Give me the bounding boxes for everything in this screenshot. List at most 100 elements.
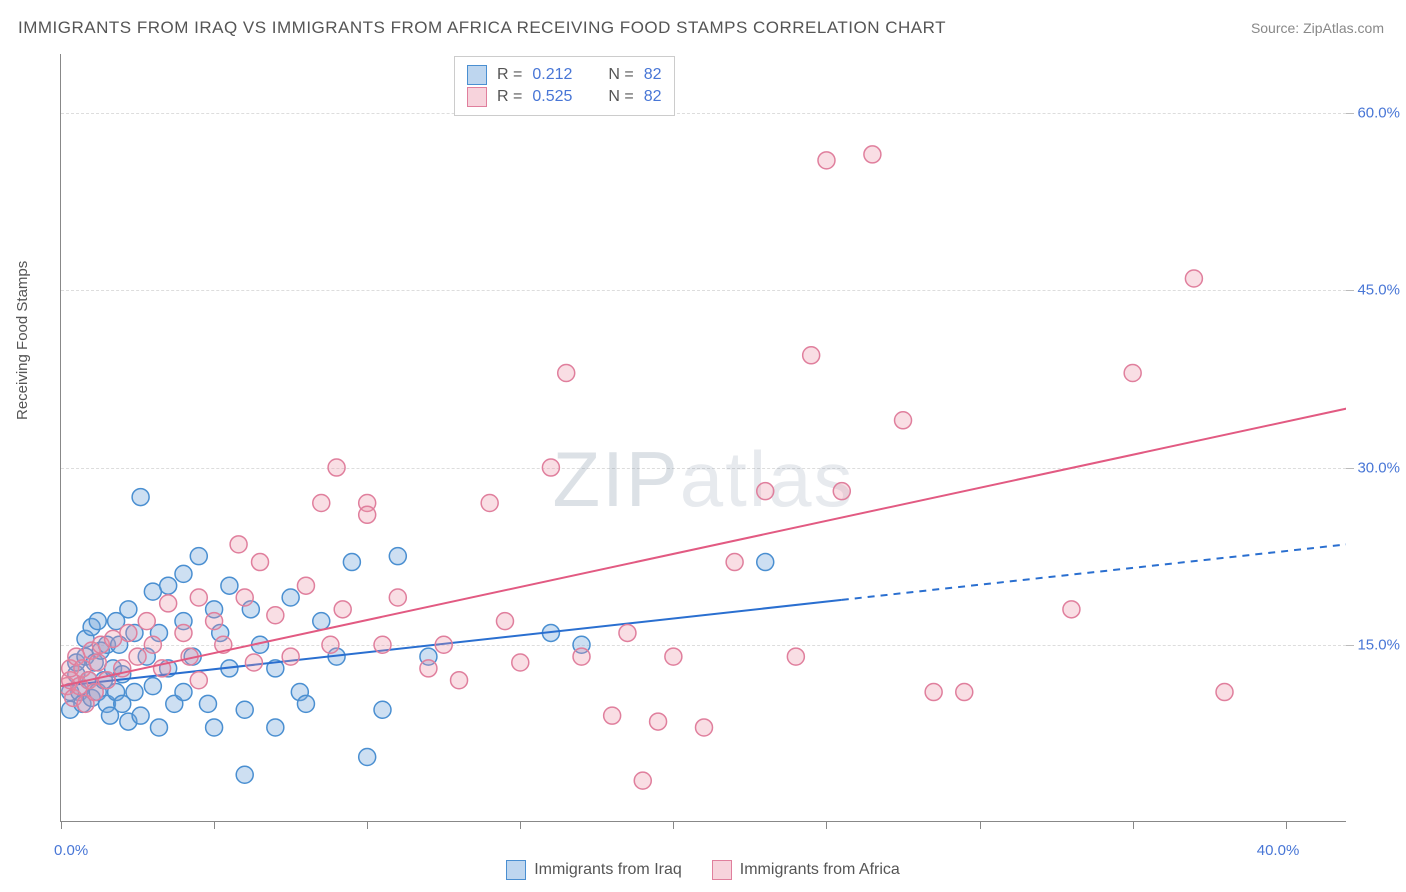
plot-area: ZIPatlas — [60, 54, 1346, 822]
data-point — [175, 565, 192, 582]
data-point — [297, 577, 314, 594]
regression-line — [61, 408, 1346, 686]
data-point — [634, 772, 651, 789]
data-point — [726, 554, 743, 571]
data-point — [1124, 365, 1141, 382]
data-point — [236, 701, 253, 718]
legend-row-pink: R = 0.525 N = 82 — [467, 87, 662, 107]
r-value-blue: 0.212 — [532, 66, 572, 84]
source-link[interactable]: ZipAtlas.com — [1303, 20, 1384, 36]
data-point — [374, 636, 391, 653]
x-tick-label: 40.0% — [1257, 842, 1300, 859]
data-point — [206, 613, 223, 630]
data-point — [864, 146, 881, 163]
data-point — [956, 684, 973, 701]
data-point — [334, 601, 351, 618]
legend-row-blue: R = 0.212 N = 82 — [467, 65, 662, 85]
data-point — [236, 589, 253, 606]
swatch-pink-icon — [712, 860, 732, 880]
swatch-blue-icon — [506, 860, 526, 880]
y-tick-label: 15.0% — [1357, 636, 1400, 653]
data-point — [138, 613, 155, 630]
data-point — [175, 684, 192, 701]
data-point — [389, 548, 406, 565]
data-point — [833, 483, 850, 500]
data-point — [267, 719, 284, 736]
data-point — [160, 577, 177, 594]
data-point — [144, 583, 161, 600]
data-point — [282, 589, 299, 606]
data-point — [282, 648, 299, 665]
data-point — [132, 489, 149, 506]
data-point — [343, 554, 360, 571]
data-point — [230, 536, 247, 553]
y-axis-label: Receiving Food Stamps — [14, 261, 31, 420]
data-point — [190, 548, 207, 565]
data-point — [132, 707, 149, 724]
r-value-pink: 0.525 — [532, 88, 572, 106]
n-label: N = — [608, 66, 633, 84]
legend-correlation-box: R = 0.212 N = 82 R = 0.525 N = 82 — [454, 56, 675, 116]
data-point — [150, 719, 167, 736]
data-point — [126, 684, 143, 701]
chart-title: IMMIGRANTS FROM IRAQ VS IMMIGRANTS FROM … — [18, 18, 946, 38]
n-value-blue: 82 — [644, 66, 662, 84]
data-point — [199, 695, 216, 712]
data-point — [359, 506, 376, 523]
data-point — [604, 707, 621, 724]
data-point — [542, 459, 559, 476]
data-point — [120, 601, 137, 618]
data-point — [1216, 684, 1233, 701]
y-tick-label: 60.0% — [1357, 105, 1400, 122]
data-point — [129, 648, 146, 665]
data-point — [389, 589, 406, 606]
legend-label: Immigrants from Iraq — [534, 861, 682, 879]
data-point — [190, 589, 207, 606]
data-point — [665, 648, 682, 665]
data-point — [313, 613, 330, 630]
data-point — [435, 636, 452, 653]
data-point — [803, 347, 820, 364]
data-point — [650, 713, 667, 730]
data-point — [206, 719, 223, 736]
data-point — [787, 648, 804, 665]
legend-item-pink: Immigrants from Africa — [712, 860, 900, 880]
n-value-pink: 82 — [644, 88, 662, 106]
swatch-pink-icon — [467, 87, 487, 107]
data-point — [89, 654, 106, 671]
data-point — [175, 624, 192, 641]
data-point — [451, 672, 468, 689]
data-point — [236, 766, 253, 783]
x-tick-label: 0.0% — [54, 842, 88, 859]
data-point — [696, 719, 713, 736]
source-label: Source: — [1251, 20, 1299, 36]
n-label: N = — [608, 88, 633, 106]
legend-series-bottom: Immigrants from Iraq Immigrants from Afr… — [0, 860, 1406, 880]
data-point — [925, 684, 942, 701]
data-point — [818, 152, 835, 169]
data-point — [322, 636, 339, 653]
data-point — [313, 494, 330, 511]
data-point — [359, 749, 376, 766]
data-point — [374, 701, 391, 718]
data-point — [297, 695, 314, 712]
scatter-plot-svg — [61, 54, 1346, 821]
data-point — [144, 636, 161, 653]
y-tick-label: 30.0% — [1357, 459, 1400, 476]
data-point — [89, 613, 106, 630]
data-point — [1063, 601, 1080, 618]
data-point — [757, 483, 774, 500]
data-point — [160, 595, 177, 612]
legend-label: Immigrants from Africa — [740, 861, 900, 879]
swatch-blue-icon — [467, 65, 487, 85]
r-label: R = — [497, 88, 522, 106]
data-point — [1185, 270, 1202, 287]
source-attribution: Source: ZipAtlas.com — [1251, 20, 1384, 36]
data-point — [496, 613, 513, 630]
data-point — [420, 660, 437, 677]
data-point — [105, 630, 122, 647]
data-point — [221, 577, 238, 594]
data-point — [144, 678, 161, 695]
data-point — [757, 554, 774, 571]
data-point — [120, 624, 137, 641]
